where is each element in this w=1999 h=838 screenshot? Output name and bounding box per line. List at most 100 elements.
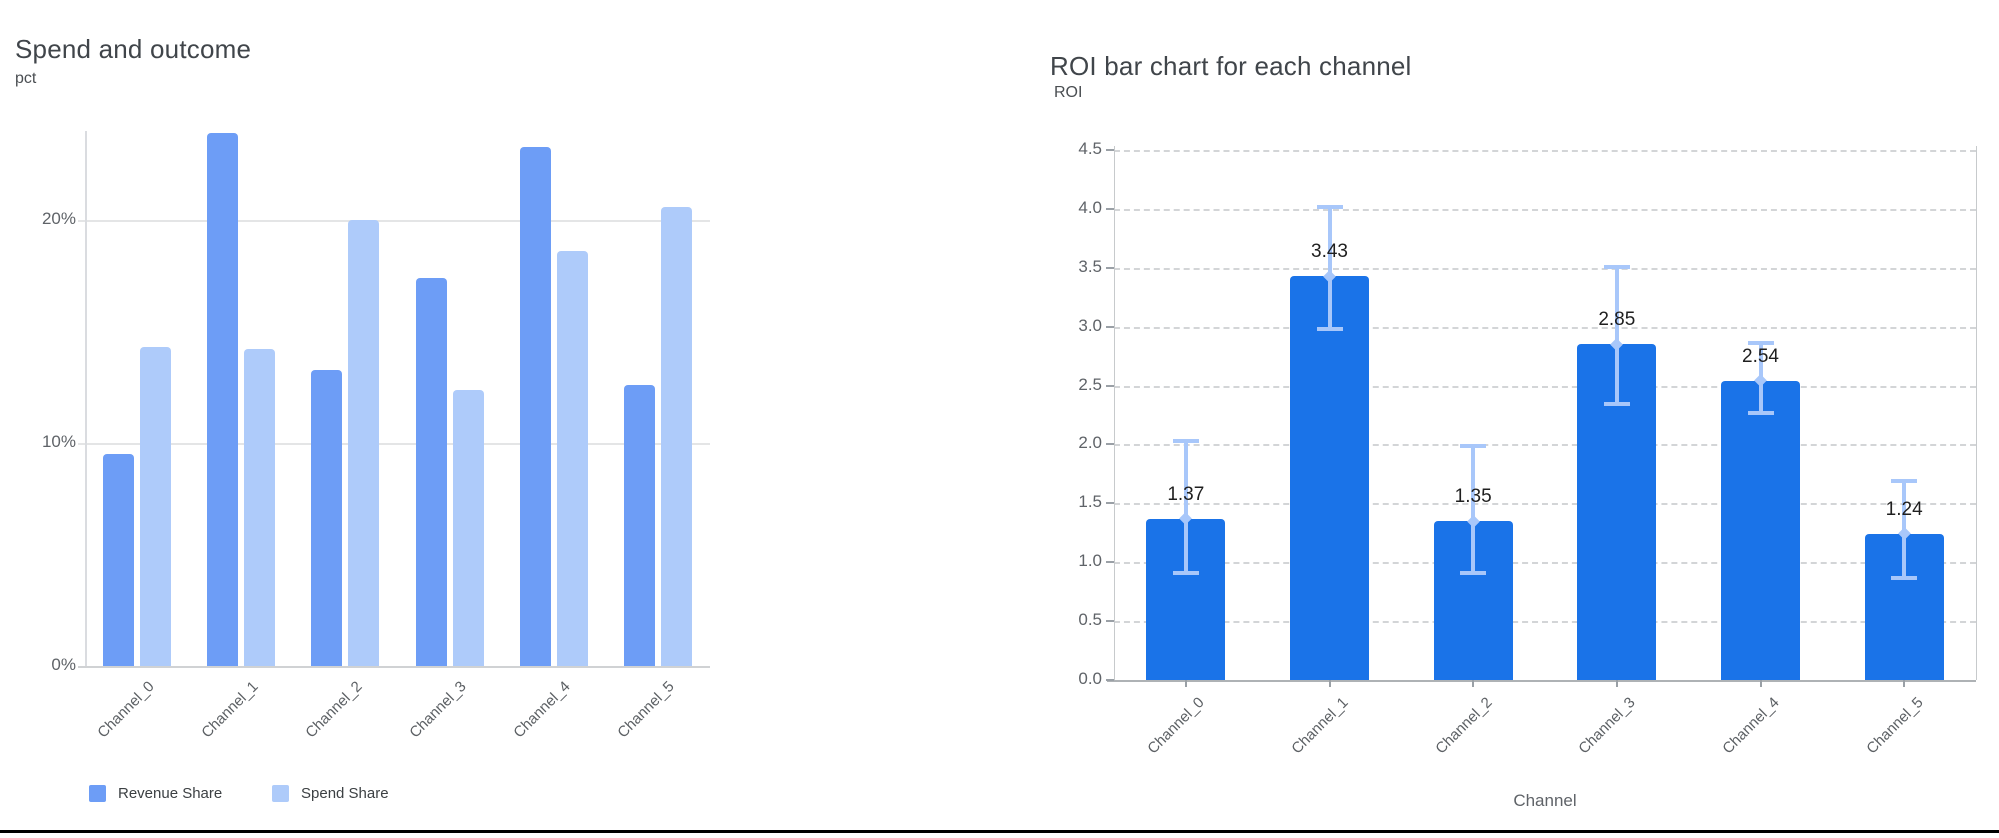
roi-chart-title: ROI bar chart for each channel xyxy=(1050,50,1412,81)
x-tick-label: Channel_2 xyxy=(302,678,366,742)
bar-roi-channel_4[interactable] xyxy=(1721,380,1800,680)
error-bar-line xyxy=(1614,265,1619,406)
legend-label: Revenue Share xyxy=(118,785,223,802)
error-bar-cap-top xyxy=(1747,340,1774,345)
y-tick-label: 1.0 xyxy=(1078,551,1102,571)
x-tick-mark xyxy=(1328,680,1331,687)
bar-value-label: 2.54 xyxy=(1742,345,1779,367)
gridline xyxy=(1114,562,1976,565)
y-tick-label: 1.5 xyxy=(1078,492,1102,512)
y-tick-label: 2.0 xyxy=(1078,433,1102,453)
x-tick-mark xyxy=(1472,680,1475,687)
y-tick-label: 0% xyxy=(51,655,76,674)
x-tick-label: Channel_4 xyxy=(510,678,574,742)
y-tick-mark xyxy=(1106,443,1114,446)
y-tick-mark xyxy=(1106,620,1114,623)
x-tick-label: Channel_3 xyxy=(406,678,470,742)
gridline xyxy=(1114,326,1976,329)
y-tick-mark xyxy=(1106,502,1114,505)
bar-revenue-share-channel_1[interactable] xyxy=(207,133,239,666)
error-bar-cap-top xyxy=(1172,438,1199,443)
roi-y-axis-unit: ROI xyxy=(1054,84,1083,101)
gridline xyxy=(1114,385,1976,388)
x-axis-baseline xyxy=(1107,680,1976,682)
error-bar-cap-top xyxy=(1460,444,1487,449)
y-tick-label: 3.0 xyxy=(1078,315,1102,335)
y-tick-mark xyxy=(1106,149,1114,151)
error-bar-cap-bottom xyxy=(1747,411,1774,415)
roi-x-axis-title: Channel xyxy=(1513,791,1577,810)
bar-value-label: 2.85 xyxy=(1598,309,1636,331)
error-bar-cap-top xyxy=(1891,478,1918,483)
bar-revenue-share-channel_5[interactable] xyxy=(623,385,655,666)
bar-revenue-share-channel_4[interactable] xyxy=(519,146,551,666)
bar-spend-share-channel_0[interactable] xyxy=(140,347,172,666)
bar-revenue-share-channel_0[interactable] xyxy=(103,454,135,666)
x-tick-label: Channel_2 xyxy=(1431,694,1496,758)
y-axis-line xyxy=(1114,146,1115,680)
bar-spend-share-channel_1[interactable] xyxy=(244,349,276,666)
error-bar-cap-top xyxy=(1316,205,1343,210)
x-tick-label: Channel_1 xyxy=(197,678,262,742)
legend-swatch xyxy=(272,785,289,802)
y-tick-label: 0.0 xyxy=(1078,669,1102,688)
bar-roi-channel_1[interactable] xyxy=(1290,276,1369,680)
x-tick-label: Channel_0 xyxy=(93,678,158,742)
bar-revenue-share-channel_2[interactable] xyxy=(311,369,343,666)
gridline xyxy=(1114,208,1976,211)
error-bar-cap-top xyxy=(1603,265,1630,270)
bar-value-label: 1.24 xyxy=(1885,498,1923,520)
gridline xyxy=(1114,621,1976,624)
bottom-divider xyxy=(0,830,1999,833)
y-tick-mark xyxy=(1106,266,1114,269)
bar-spend-share-channel_5[interactable] xyxy=(660,206,692,666)
error-bar-cap-bottom xyxy=(1891,575,1918,580)
bar-value-label: 3.43 xyxy=(1311,241,1348,263)
legend-item-spend-share[interactable]: Spend Share xyxy=(272,785,389,802)
y-tick-label: 3.5 xyxy=(1078,256,1102,276)
x-tick-label: Channel_5 xyxy=(1862,694,1927,758)
gridline xyxy=(1114,150,1976,152)
error-bar-line xyxy=(1327,205,1332,332)
error-bar-cap-bottom xyxy=(1172,571,1199,576)
y-tick-label: 10% xyxy=(41,432,76,452)
bar-spend-share-channel_4[interactable] xyxy=(556,251,588,666)
y-tick-mark xyxy=(1106,325,1114,328)
x-tick-label: Channel_1 xyxy=(1288,694,1352,758)
spend-outcome-y-axis-unit: pct xyxy=(15,70,37,87)
x-tick-label: Channel_3 xyxy=(1575,694,1639,758)
gridline xyxy=(78,220,710,223)
y-tick-label: 4.5 xyxy=(1078,139,1102,158)
bar-revenue-share-channel_3[interactable] xyxy=(415,278,447,666)
error-bar-line xyxy=(1471,444,1476,576)
gridline xyxy=(1114,444,1976,447)
bar-spend-share-channel_3[interactable] xyxy=(452,389,484,666)
x-tick-mark xyxy=(1903,680,1906,687)
x-tick-label: Channel_4 xyxy=(1719,694,1783,758)
y-tick-mark xyxy=(1106,561,1114,564)
x-tick-label: Channel_0 xyxy=(1144,694,1208,758)
y-tick-label: 2.5 xyxy=(1078,374,1102,394)
error-bar-line xyxy=(1183,438,1188,576)
y-tick-label: 0.5 xyxy=(1078,610,1102,630)
gridline xyxy=(1114,267,1976,270)
x-tick-mark xyxy=(1759,680,1762,687)
spend-outcome-chart-title: Spend and outcome xyxy=(15,33,252,64)
error-bar-cap-bottom xyxy=(1316,327,1343,332)
legend-swatch xyxy=(89,785,106,802)
bar-spend-share-channel_2[interactable] xyxy=(348,220,380,666)
legend-item-revenue-share[interactable]: Revenue Share xyxy=(89,785,222,802)
y-axis-line xyxy=(85,131,87,666)
error-bar-cap-bottom xyxy=(1603,401,1630,406)
x-tick-label: Channel_5 xyxy=(614,678,678,742)
y-tick-mark xyxy=(1106,207,1114,210)
legend-label: Spend Share xyxy=(301,785,389,802)
y-tick-mark xyxy=(1106,679,1114,681)
gridline xyxy=(1114,503,1976,506)
y-tick-label: 20% xyxy=(41,209,76,229)
y-tick-mark xyxy=(1106,384,1114,387)
y-tick-label: 4.0 xyxy=(1078,197,1102,217)
gridline xyxy=(78,443,710,446)
x-tick-mark xyxy=(1184,680,1187,687)
